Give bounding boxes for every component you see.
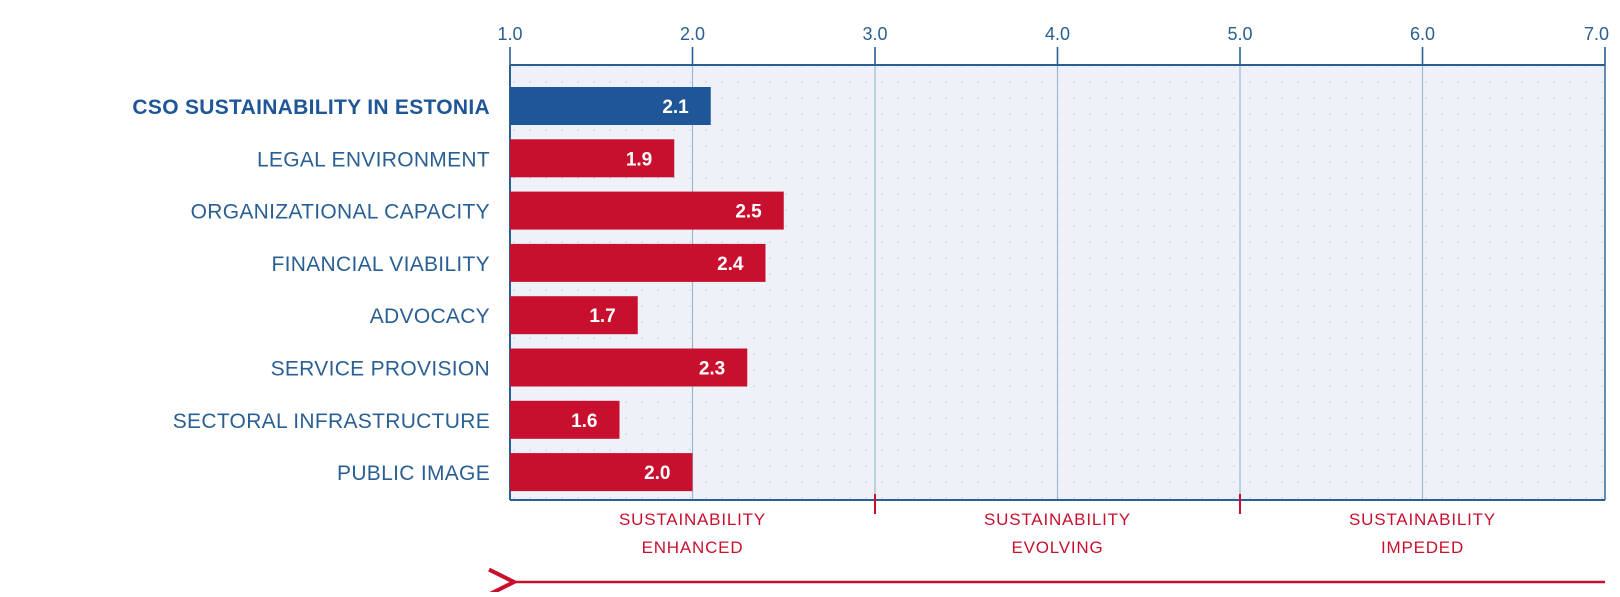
x-tick-label-5: 6.0	[1410, 24, 1435, 44]
x-tick-label-1: 2.0	[680, 24, 705, 44]
bar-value-label-4: 1.7	[589, 306, 615, 327]
bar-value-label-5: 2.3	[699, 359, 725, 380]
x-tick-label-6: 7.0	[1584, 24, 1609, 44]
category-label-7: PUBLIC IMAGE	[337, 462, 490, 485]
bar-4	[510, 296, 638, 335]
x-tick-label-0: 1.0	[497, 24, 522, 44]
bar-value-label-7: 2.0	[644, 463, 670, 484]
bar-value-label-3: 2.4	[717, 254, 744, 275]
category-label-3: FINANCIAL VIABILITY	[272, 253, 490, 276]
category-label-1: LEGAL ENVIRONMENT	[257, 148, 490, 171]
zone-label-line1-2: SUSTAINABILITY	[1349, 510, 1496, 529]
bar-value-label-2: 2.5	[735, 202, 762, 223]
zone-label-line1-0: SUSTAINABILITY	[619, 510, 766, 529]
bar-0	[510, 87, 711, 125]
bar-7	[510, 453, 693, 492]
zone-label-line1-1: SUSTAINABILITY	[984, 510, 1131, 529]
bar-1	[510, 139, 675, 178]
bar-6	[510, 400, 620, 439]
bar-value-label-6: 1.6	[571, 411, 597, 432]
bar-value-label-0: 2.1	[662, 97, 689, 118]
x-tick-label-2: 3.0	[862, 24, 887, 44]
zone-label-line2-2: IMPEDED	[1381, 538, 1464, 557]
bar-2	[510, 191, 784, 230]
zone-label-line2-0: ENHANCED	[642, 538, 744, 557]
category-label-6: SECTORAL INFRASTRUCTURE	[173, 410, 490, 433]
category-label-5: SERVICE PROVISION	[271, 358, 490, 381]
category-label-0: CSO SUSTAINABILITY IN ESTONIA	[132, 96, 490, 119]
bar-5	[510, 348, 748, 387]
category-label-2: ORGANIZATIONAL CAPACITY	[191, 201, 490, 224]
bar-value-label-1: 1.9	[626, 149, 652, 170]
x-tick-label-4: 5.0	[1227, 24, 1252, 44]
zone-label-line2-1: EVOLVING	[1011, 538, 1103, 557]
category-label-4: ADVOCACY	[370, 305, 490, 328]
bar-3	[510, 243, 766, 282]
x-tick-label-3: 4.0	[1045, 24, 1070, 44]
